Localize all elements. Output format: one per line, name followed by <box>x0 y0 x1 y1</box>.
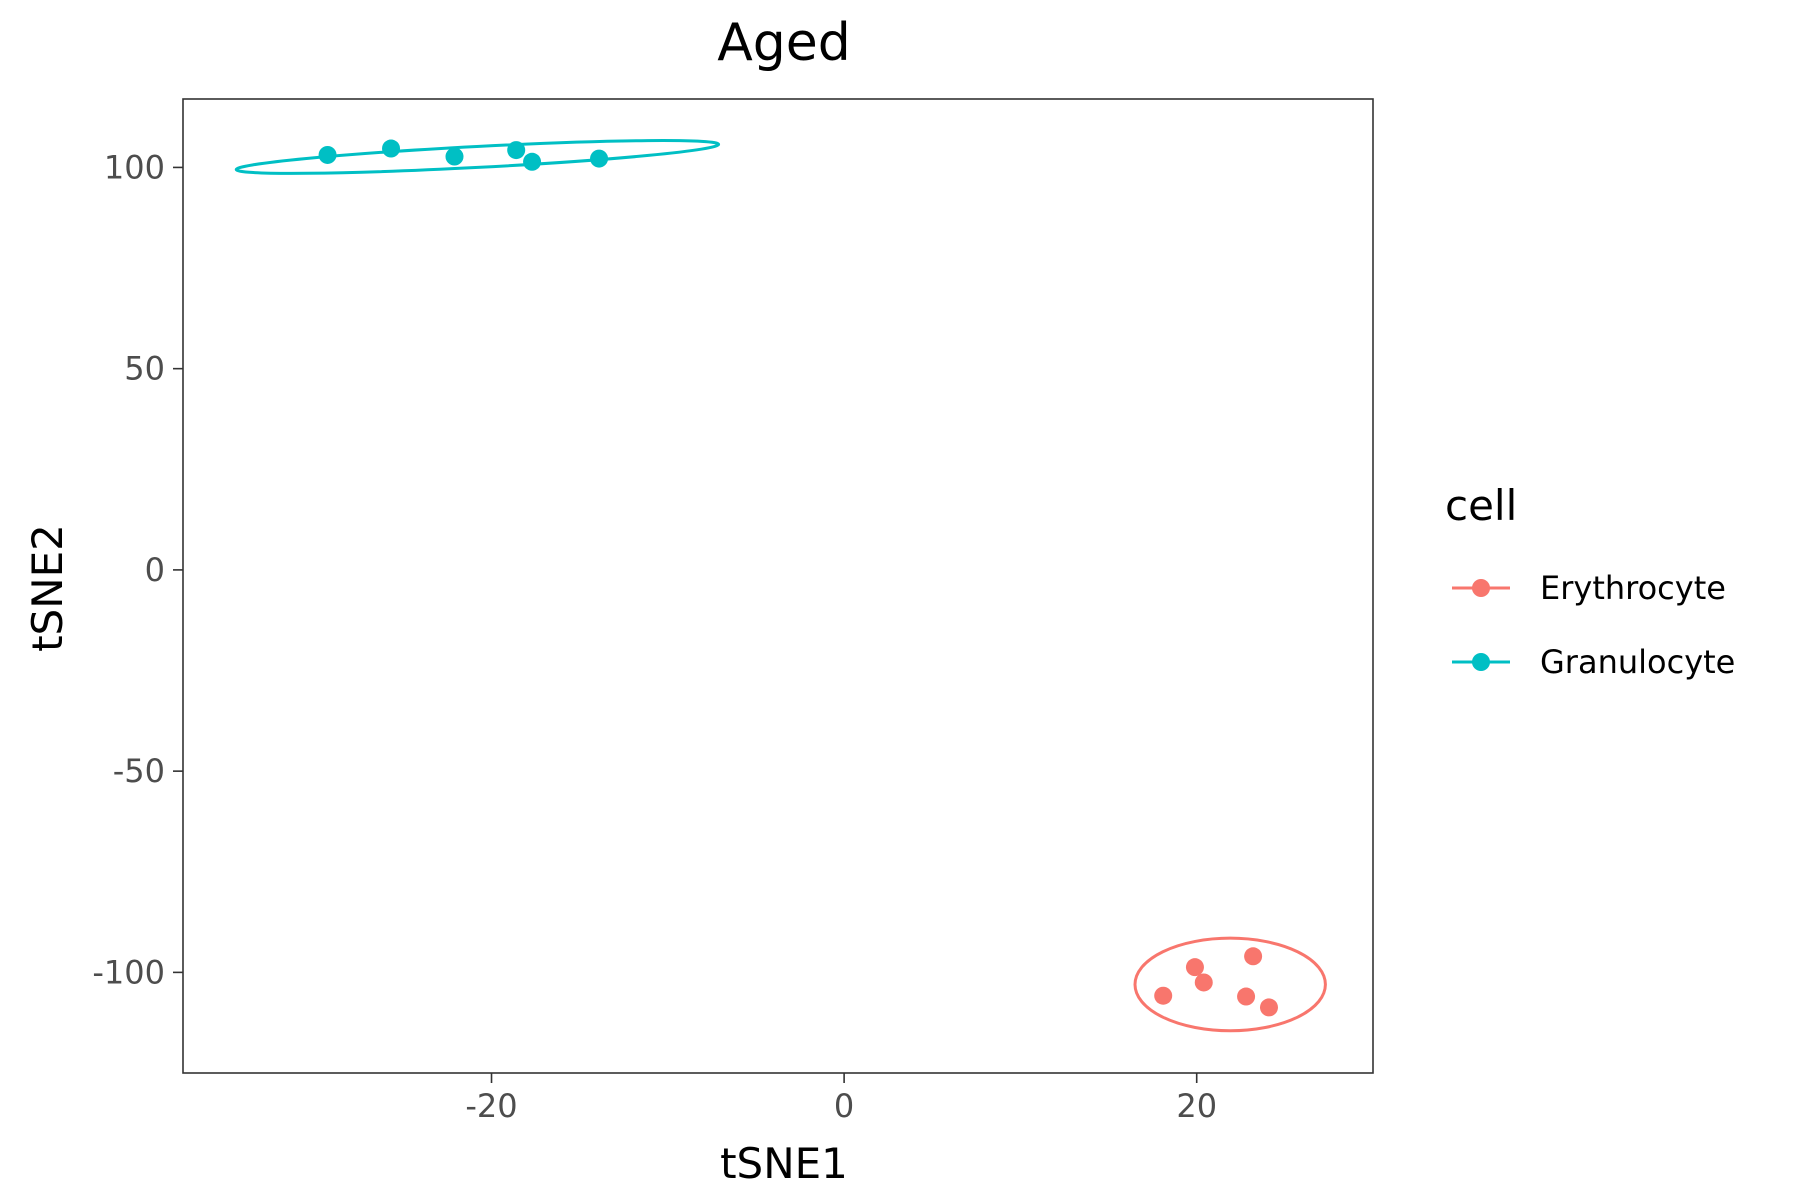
erythrocyte-point <box>1194 973 1213 992</box>
chart-title: Aged <box>717 13 851 73</box>
legend-title: cell <box>1445 481 1517 530</box>
x-tick-label: 20 <box>1176 1087 1217 1125</box>
x-tick-label: -20 <box>465 1087 517 1125</box>
x-axis-title: tSNE1 <box>720 1139 848 1188</box>
erythrocyte-point <box>1185 958 1204 977</box>
granulocyte-point <box>590 149 609 168</box>
y-tick-label: 100 <box>104 148 165 186</box>
y-tick-label: -50 <box>113 752 165 790</box>
granulocyte-legend-dot <box>1472 653 1490 671</box>
granulocyte-legend-label: Granulocyte <box>1540 643 1735 681</box>
erythrocyte-point <box>1259 998 1278 1017</box>
erythrocyte-ellipse <box>1133 936 1327 1033</box>
y-tick-label: -100 <box>92 953 165 991</box>
granulocyte-point <box>382 139 401 158</box>
y-tick-label: 50 <box>124 350 165 388</box>
granulocyte-point <box>445 147 464 166</box>
y-axis: 100 50 0 -50 -100 <box>92 148 183 991</box>
granulocyte-point <box>523 152 542 171</box>
granulocyte-point <box>318 145 337 164</box>
x-axis: -20 0 20 <box>465 1073 1217 1125</box>
erythrocyte-point <box>1237 987 1256 1006</box>
plot-panel <box>182 98 1374 1074</box>
legend: cell Erythrocyte Granulocyte <box>1445 481 1735 681</box>
erythrocyte-point <box>1244 947 1263 966</box>
x-tick-label: 0 <box>834 1087 854 1125</box>
erythrocyte-legend-label: Erythrocyte <box>1540 569 1726 607</box>
erythrocyte-point <box>1154 986 1173 1005</box>
y-axis-title: tSNE2 <box>23 524 72 652</box>
erythrocyte-legend-dot <box>1472 579 1490 597</box>
plot-area <box>182 98 1374 1074</box>
granulocyte-point <box>507 141 526 160</box>
y-tick-label: 0 <box>145 551 165 589</box>
granulocyte-ellipse <box>234 139 721 175</box>
